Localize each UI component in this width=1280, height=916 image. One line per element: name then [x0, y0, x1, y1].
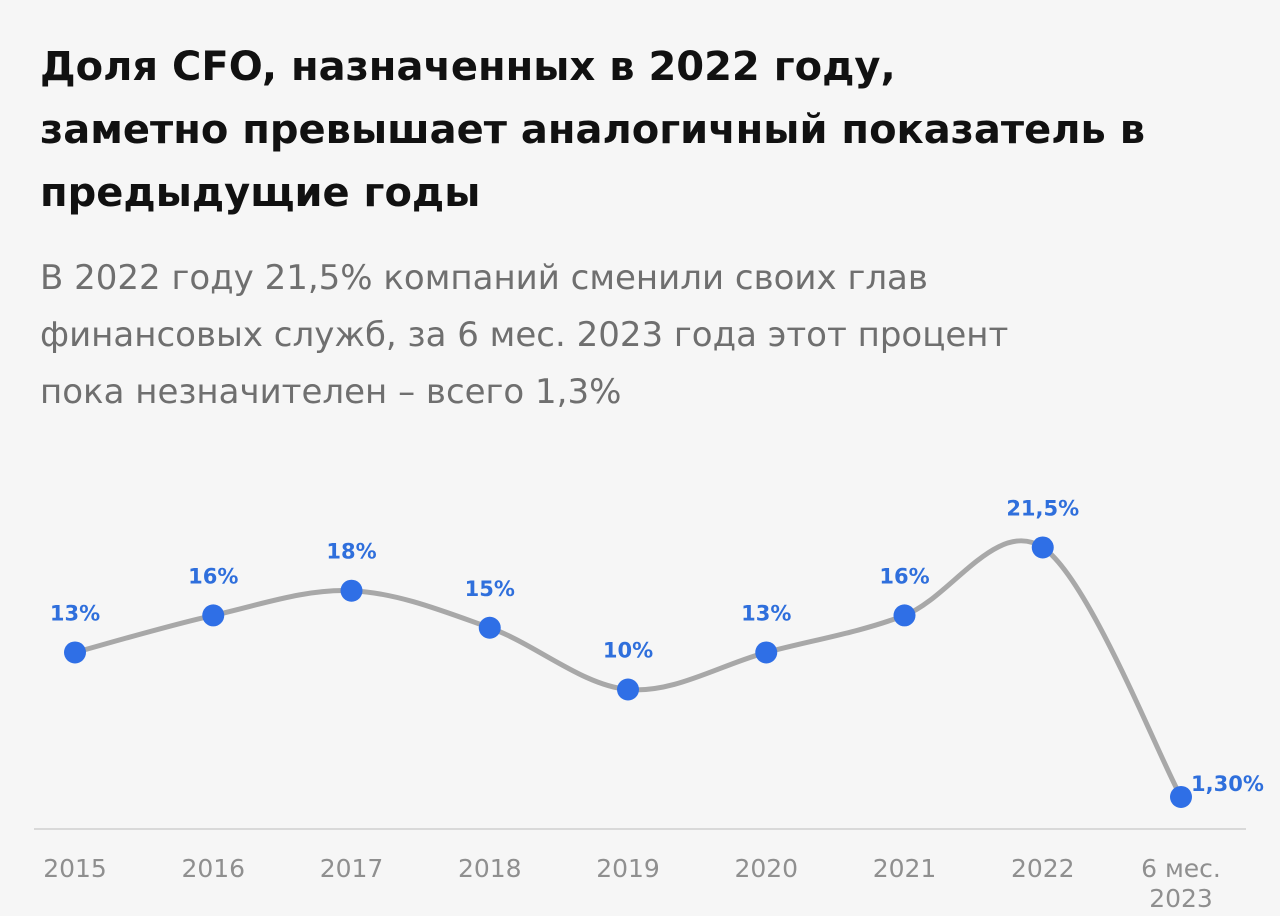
value-labels: 13% 16% 18% 15% 10% 13% 16% 21,5% 1,30% [50, 496, 1264, 795]
data-point [202, 604, 225, 627]
data-point [478, 616, 501, 639]
data-point [340, 579, 363, 602]
chart-subtitle-line: финансовых служб, за 6 мес. 2023 года эт… [40, 315, 1009, 355]
x-tick-label-line: 6 мес. [1141, 854, 1221, 883]
chart-subtitle: В 2022 году 21,5% компаний сменили своих… [40, 250, 1240, 421]
data-value-label: 13% [50, 601, 100, 625]
data-value-label: 18% [326, 540, 376, 564]
data-point [755, 641, 778, 664]
x-tick-label: 2017 [320, 854, 384, 883]
x-tick-label: 2022 [1011, 854, 1075, 883]
data-value-label: 13% [741, 601, 791, 625]
data-points [64, 536, 1192, 808]
chart-title-line: заметно превышает аналогичный показатель… [40, 107, 1146, 153]
data-value-label: 21,5% [1006, 496, 1079, 520]
x-tick-label: 6 мес. 2023 [1141, 854, 1221, 913]
data-point [1031, 536, 1054, 559]
x-tick-label-line: 2016 [181, 854, 245, 883]
x-tick-label: 2018 [458, 854, 522, 883]
x-tick-label-line: 2019 [596, 854, 660, 883]
x-tick-label: 2021 [873, 854, 937, 883]
x-tick-label-line: 2018 [458, 854, 522, 883]
x-tick-label-line: 2017 [320, 854, 384, 883]
x-tick-label-line: 2021 [873, 854, 937, 883]
x-tick-label: 2020 [734, 854, 798, 883]
data-value-label: 10% [603, 639, 653, 663]
x-tick-label: 2019 [596, 854, 660, 883]
x-tick-label: 2015 [43, 854, 107, 883]
chart-subtitle-line: В 2022 году 21,5% компаний сменили своих… [40, 258, 928, 298]
x-tick-label-line: 2022 [1011, 854, 1075, 883]
data-value-label: 1,30% [1191, 772, 1264, 796]
x-tick-labels: 2015 2016 2017 2018 2019 2020 2021 2022 6 мес. 20… [43, 854, 1221, 913]
x-tick-label-line: 2015 [43, 854, 107, 883]
x-tick-label: 2016 [181, 854, 245, 883]
series-line [72, 538, 1184, 800]
data-value-label: 16% [879, 564, 929, 588]
data-point [893, 604, 916, 627]
x-tick-label-line: 2020 [734, 854, 798, 883]
data-point [1170, 785, 1192, 808]
chart-subtitle-line: пока незначителен – всего 1,3% [40, 372, 622, 412]
data-value-label: 16% [188, 564, 238, 588]
chart-title-line: предыдущие годы [40, 170, 481, 216]
data-value-label: 15% [465, 577, 515, 601]
x-tick-label-line: 2023 [1149, 884, 1213, 913]
chart-title-line: Доля CFO, назначенных в 2022 году, [40, 44, 896, 90]
data-point [64, 641, 86, 664]
chart-title: Доля CFO, назначенных в 2022 году, замет… [40, 36, 1240, 225]
data-point [617, 678, 639, 701]
